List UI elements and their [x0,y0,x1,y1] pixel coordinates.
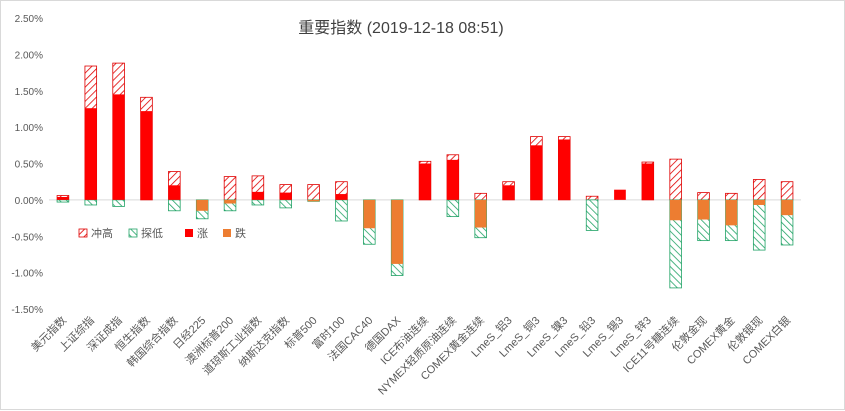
bar-rise [140,111,153,200]
bar-rise [279,192,292,200]
chart-title: 重要指数 (2019-12-18 08:51) [298,19,503,37]
x-axis: 美元指数上证综指深证成指恒生指数韩国综合指数日经225澳洲标普200道琼斯工业指… [28,313,793,398]
bar-rise [502,185,515,200]
bar-fall [391,199,403,264]
bar-fall [697,199,710,220]
y-tick-label: 2.00% [15,50,43,61]
bar-rise [530,145,543,200]
bar-high [307,184,320,201]
bar-rise [335,194,348,200]
legend-label: 冲高 [91,226,113,240]
bar-high [669,158,682,201]
bar-rise [558,139,571,200]
bar-rise [614,189,626,200]
bar-fall [196,199,209,211]
bar-fall [781,199,793,216]
bar-low [56,199,70,203]
bar-fall [753,199,766,205]
bar-high [223,176,237,201]
bar-low [335,199,348,222]
bar-high [697,192,710,201]
y-tick-label: 1.00% [15,123,43,134]
bar-high [585,195,599,201]
bar-low [84,199,98,206]
bar-fall [224,199,236,204]
bar-low [112,199,125,207]
legend-label: 跌 [235,226,246,240]
legend-swatch-2 [185,229,193,237]
bars [56,62,794,289]
bar-high [474,192,487,201]
bar-rise [419,163,431,200]
legend-label: 探低 [141,227,163,240]
y-tick-label: 0.00% [15,196,43,207]
bar-fall [307,199,320,202]
bar-rise [84,108,97,200]
bar-low [279,199,292,209]
y-tick-label: 2.50% [15,14,43,25]
bar-high [752,179,766,201]
bar-rise [168,185,181,200]
y-tick-label: -1.50% [11,305,43,316]
y-tick-label: 1.50% [15,87,43,98]
bar-low [251,199,265,206]
y-tick-label: -1.00% [11,269,43,280]
bar-low [752,199,766,251]
bar-low [585,199,599,231]
bar-fall [474,199,487,228]
y-tick-label: -0.50% [11,232,43,243]
legend-label: 涨 [197,227,208,240]
legend-swatch-0 [78,228,88,238]
bar-low [168,199,181,212]
y-axis: -1.50% -1.00% -0.50% 0.00% 0.50% 1.00% 1.50% 2.… [11,14,801,316]
bar-rise [112,94,125,200]
bar-fall [725,199,738,226]
bar-high [780,181,794,201]
bar-fall [363,199,376,229]
legend-swatch-1 [128,228,138,238]
y-tick-label: 0.50% [15,160,43,171]
bar-low [446,199,460,218]
legend: 冲高 探低 涨 跌 [78,226,246,240]
legend-swatch-3 [223,229,231,237]
bar-rise [252,191,264,200]
bar-fall [669,199,682,221]
bar-rise [57,196,69,200]
bar-rise [641,163,654,200]
bar-high [725,192,738,201]
bar-rise [447,159,459,200]
